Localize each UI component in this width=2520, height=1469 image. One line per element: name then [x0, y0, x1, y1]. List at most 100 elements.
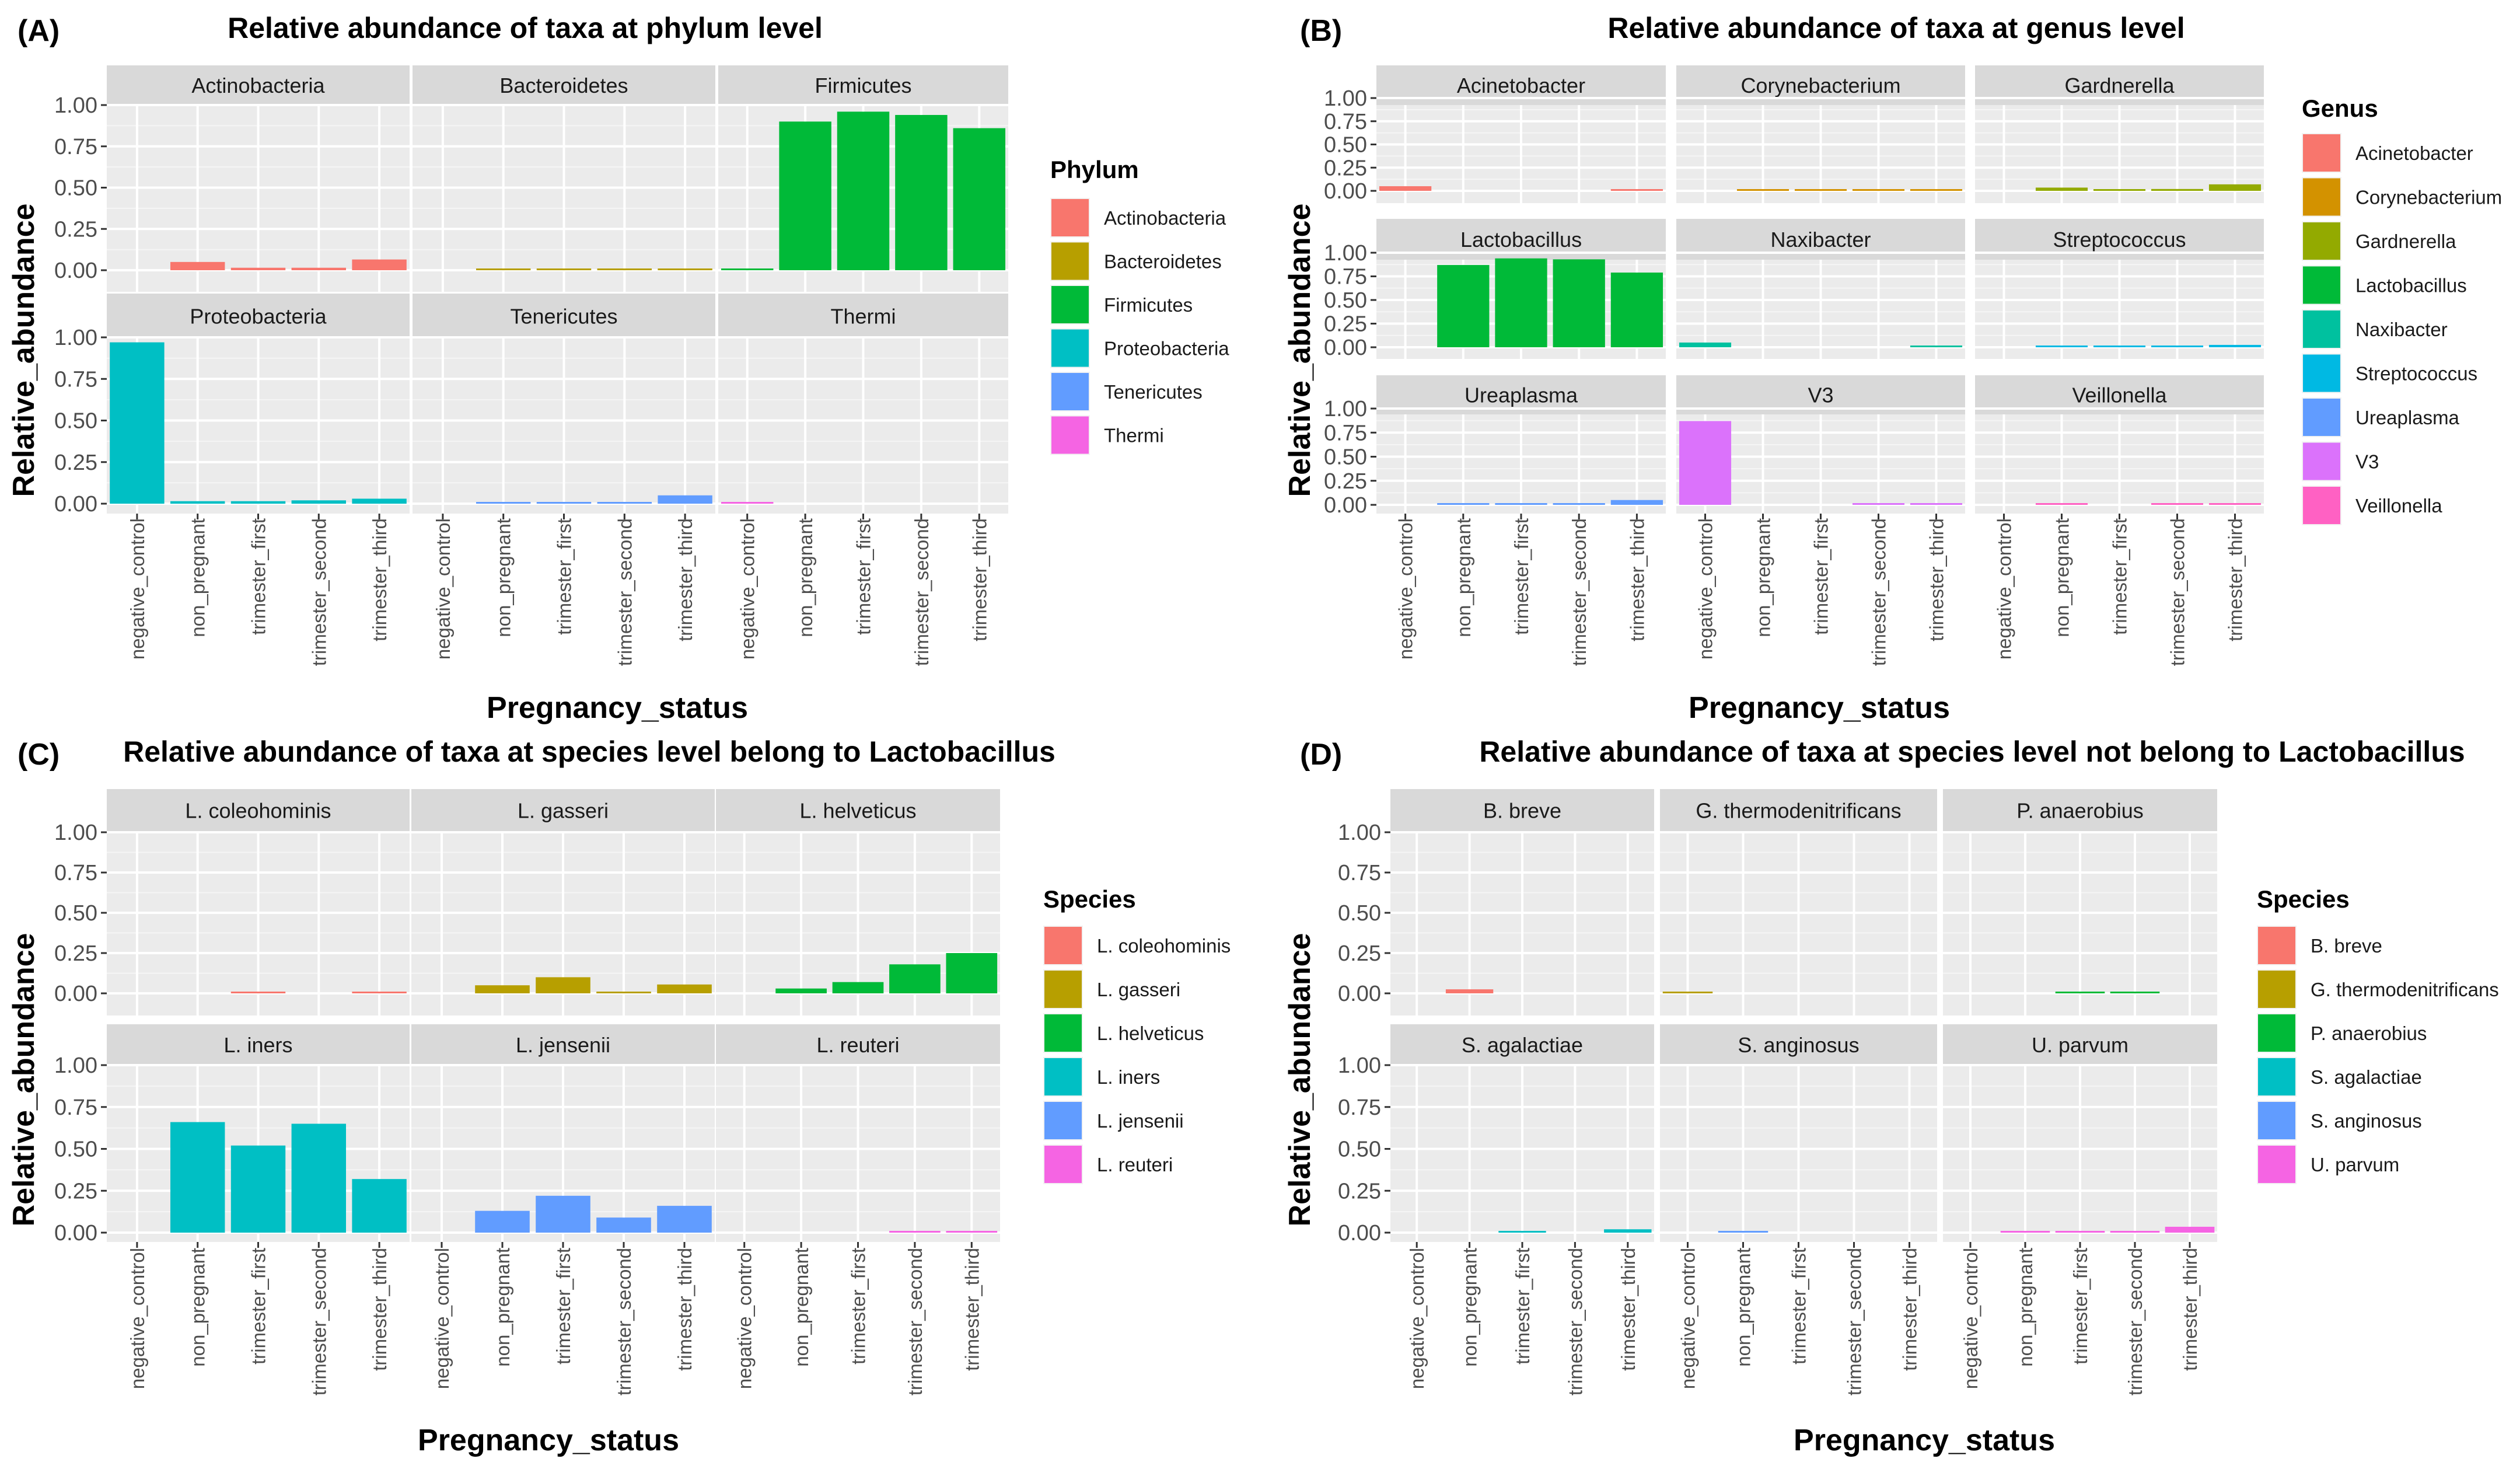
facet-strip: [413, 65, 715, 105]
panel-d: (D) Relative abundance of taxa at species…: [1283, 735, 2499, 1457]
facet-strip-label: L. jensenii: [516, 1033, 610, 1057]
bar: [536, 977, 590, 993]
x-tick-label: non_pregnant: [1733, 1248, 1754, 1367]
facet-strip: [1390, 1024, 1654, 1065]
facet-s-anginosus: S. anginosus negative_control non_pregnant…: [1660, 1024, 1937, 1395]
facet-strip-label: Streptococcus: [2053, 228, 2186, 252]
legend-label: V3: [2355, 451, 2379, 473]
bar: [1495, 258, 1547, 347]
x-tick-label: trimester_first: [1811, 518, 1832, 635]
bar: [889, 1231, 941, 1233]
facet-strip-label: Naxibacter: [1770, 228, 1871, 252]
bar: [2035, 503, 2088, 505]
y-tick-label: 0.25: [1338, 1179, 1381, 1203]
y-tick-label: 1.00: [54, 326, 97, 350]
x-tick-label: trimester_third: [1926, 518, 1948, 641]
bar: [2110, 992, 2160, 993]
facet-veillonella: Veillonella negative_control non_pregnant t…: [1975, 375, 2264, 666]
legend-label: B. breve: [2311, 935, 2382, 957]
facet-strip: [1660, 1024, 1937, 1065]
x-tick-label: trimester_second: [1564, 1248, 1586, 1395]
legend-swatch: [2258, 1146, 2295, 1183]
y-tick-label: 0.25: [54, 217, 97, 242]
facet-strip: [107, 789, 410, 832]
bar: [230, 267, 286, 270]
facet-strip-label: L. coleohominis: [185, 799, 331, 823]
bar: [946, 953, 998, 993]
facet-strip: [107, 294, 410, 339]
x-tick-label: trimester_third: [969, 518, 990, 641]
facet-corynebacterium: Corynebacterium: [1676, 65, 1965, 203]
x-tick-label: negative_control: [1677, 1248, 1699, 1389]
y-tick-label: 0.00: [1338, 1221, 1381, 1245]
facet-strip-label: Acinetobacter: [1457, 74, 1585, 97]
x-axis-title: Pregnancy_status: [418, 1423, 679, 1457]
x-tick-label: trimester_second: [308, 1248, 330, 1395]
bar: [1610, 189, 1663, 191]
y-tick-label: 0.50: [54, 1137, 97, 1162]
x-tick-label: trimester_second: [614, 518, 635, 666]
x-tick-label: non_pregnant: [187, 518, 209, 637]
x-axis-title: Pregnancy_status: [487, 691, 748, 725]
x-tick-label: trimester_second: [1568, 518, 1590, 666]
facet-strip: [413, 294, 715, 339]
x-tick-label: trimester_third: [1617, 1248, 1639, 1371]
legend-swatch: [1051, 242, 1089, 280]
legend-title: Species: [2257, 885, 2350, 913]
y-tick-label: 0.75: [54, 861, 97, 885]
bar: [2035, 346, 2088, 347]
legend-swatch: [1044, 1014, 1082, 1052]
y-tick-label: 0.00: [54, 259, 97, 283]
bar: [1794, 189, 1847, 191]
facet-actinobacteria: Actinobacteria 0.00 0.25 0.50 0.75 1.00: [54, 65, 410, 292]
bar: [1379, 186, 1432, 191]
y-tick-label: 0.25: [1324, 312, 1367, 337]
bar: [352, 992, 407, 993]
y-tick-label: 0.75: [1338, 1095, 1381, 1120]
x-tick-label: negative_control: [127, 1248, 148, 1389]
bar: [2093, 346, 2146, 347]
bar: [657, 1206, 712, 1233]
bar: [291, 1123, 347, 1233]
facet-strip: [716, 789, 1000, 832]
facet-strip-label: B. breve: [1483, 799, 1561, 823]
panel-title: Relative abundance of taxa at species le…: [1479, 735, 2465, 768]
legend-label: S. agalactiae: [2311, 1066, 2422, 1088]
bar: [2208, 503, 2262, 505]
bar: [352, 1179, 407, 1233]
x-tick-label: negative_control: [1960, 1248, 1981, 1389]
y-tick-label: 1.00: [1324, 241, 1367, 266]
y-tick-label: 1.00: [54, 1053, 97, 1078]
bar: [596, 1217, 651, 1233]
y-tick-label: 1.00: [1338, 821, 1381, 845]
facet-gardnerella: Gardnerella: [1975, 65, 2264, 203]
facet-strip-label: Lactobacillus: [1460, 228, 1582, 252]
y-tick-label: 0.75: [1324, 110, 1367, 134]
bar: [1910, 503, 1963, 505]
legend-swatch: [2303, 134, 2340, 172]
facet-v3: V3 negative_control non_pregnant trimester_…: [1676, 375, 1965, 666]
legend: Genus Acinetobacter Corynebacterium Gardner…: [2302, 95, 2502, 525]
legend-label: Firmicutes: [1104, 294, 1193, 316]
bar: [1718, 1231, 1768, 1233]
facet-ureaplasma: Ureaplasma 0.000.250.500.751.00 negative_c…: [1324, 375, 1666, 666]
bar: [291, 500, 347, 504]
facet-l-reuteri: L. reuteri negative_control non_pregnant tr…: [716, 1024, 1000, 1395]
bar: [110, 342, 165, 504]
facet-strip-label: U. parvum: [2032, 1033, 2128, 1057]
bar: [779, 121, 831, 270]
bar: [2151, 346, 2204, 347]
y-tick-label: 0.75: [54, 135, 97, 159]
facet-strip-label: L. iners: [223, 1033, 292, 1057]
legend-swatch: [1044, 971, 1082, 1008]
y-axis-title: Relative_abundance: [7, 933, 41, 1227]
x-tick-label: trimester_first: [848, 1248, 869, 1365]
legend-swatch: [2258, 1014, 2295, 1052]
facet-strip-label: S. anginosus: [1738, 1033, 1859, 1057]
facet-strip-label: Proteobacteria: [190, 305, 327, 329]
legend-swatch: [2303, 442, 2340, 480]
legend-swatch: [2258, 1102, 2295, 1139]
facet-strip-label: L. gasseri: [518, 799, 609, 823]
bar: [597, 502, 652, 504]
legend-label: L. coleohominis: [1097, 935, 1231, 957]
